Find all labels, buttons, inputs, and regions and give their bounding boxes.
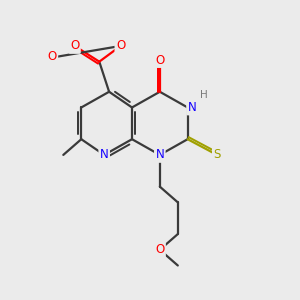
Text: O: O [155, 53, 164, 67]
Text: H: H [200, 90, 208, 100]
Text: O: O [116, 40, 125, 52]
Text: O: O [47, 50, 57, 63]
Text: N: N [100, 148, 109, 161]
Text: S: S [213, 148, 221, 161]
Text: O: O [70, 40, 80, 52]
Text: N: N [188, 101, 196, 114]
Text: O: O [155, 243, 164, 256]
Text: N: N [155, 148, 164, 161]
